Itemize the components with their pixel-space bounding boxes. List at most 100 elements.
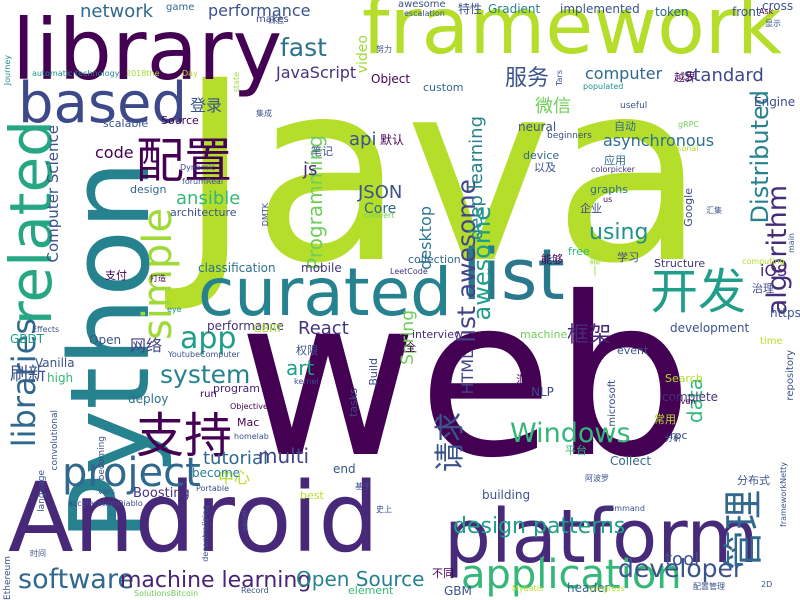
word-classification: classification xyxy=(198,261,276,275)
word-eye: eye xyxy=(167,305,182,314)
word-mobile: mobile xyxy=(301,261,342,275)
word-front: front xyxy=(732,5,761,19)
word-high: high xyxy=(47,371,74,385)
word-based: based xyxy=(18,71,188,136)
word-cjk-123: 最全 xyxy=(394,341,416,354)
word-awesome: awesome xyxy=(468,206,496,321)
word-cjk-128: 越界 xyxy=(674,71,696,84)
word-useful: useful xyxy=(620,101,648,111)
word-cjk-113: 常用 xyxy=(654,413,676,426)
word-time: time xyxy=(760,336,783,347)
word-cjk-24: 开发 xyxy=(650,264,747,320)
word-objective: Objective xyxy=(230,402,268,411)
word-cjk-120: 能够 xyxy=(541,253,563,266)
word-graphs: graphs xyxy=(590,183,628,196)
word-homelab: homelab xyxy=(234,432,269,441)
word-convert: convert xyxy=(364,211,395,220)
word-json: JSON xyxy=(358,182,403,203)
word-program: program xyxy=(213,382,260,395)
word-free: free xyxy=(568,245,590,258)
word-app: app xyxy=(180,321,237,356)
word-panel: panel xyxy=(240,510,249,533)
word-effects: Effects xyxy=(32,325,60,334)
word-cjk-121: 一款 xyxy=(589,254,602,276)
word-makes: makes xyxy=(256,14,289,25)
word-complete: complete xyxy=(662,390,719,404)
word-cjk-26: 支持 xyxy=(136,408,233,464)
word-best: best xyxy=(300,489,324,502)
word-ansible: ansible xyxy=(176,188,241,209)
word-gbdt: GBDT xyxy=(10,332,45,346)
word-repository: repository xyxy=(785,350,796,401)
word-beginners: beginners xyxy=(547,131,592,141)
word-react: React xyxy=(298,318,349,339)
word-structure: Structure xyxy=(654,257,706,270)
word-windows: Windows xyxy=(510,418,631,449)
word-gbrt: GBRT xyxy=(253,322,283,335)
word-cjk-115: 应用 xyxy=(604,154,626,167)
word-custom: custom xyxy=(423,81,464,94)
word-boosting: Boosting xyxy=(133,486,190,501)
word-cjk-59: 框架 xyxy=(567,323,612,348)
word-application: application xyxy=(461,552,682,598)
word-main: main xyxy=(787,233,796,253)
word-https: https xyxy=(770,306,800,320)
word-awesome: awesome xyxy=(398,0,446,10)
word-architecture: architecture xyxy=(170,206,237,219)
word-machine-learning: machine learning xyxy=(120,568,312,593)
word-engine: Engine xyxy=(754,95,796,109)
word-network: network xyxy=(80,1,154,22)
word-escalation: escalation xyxy=(404,9,445,18)
word-library: library xyxy=(12,1,283,99)
word-video: video xyxy=(355,35,371,74)
word-leetcode: LeetCode xyxy=(390,267,428,276)
word-solutionsbitcoin: SolutionsBitcoin xyxy=(134,589,199,598)
word-tasks: tasks xyxy=(347,388,360,417)
word-kernel: kernel xyxy=(294,377,319,386)
word-html: HTML xyxy=(458,350,477,395)
word-token: token xyxy=(655,5,689,19)
word-become: become xyxy=(192,466,241,480)
word-mybatis: Mybatis xyxy=(512,584,544,593)
word-fast: fast xyxy=(280,33,327,62)
word-computer: computer xyxy=(585,64,663,83)
word-cjk-60: 中心 xyxy=(218,468,251,487)
word-accelerationdiablo: accelerationDiablo xyxy=(68,499,143,508)
word-implemented: implemented xyxy=(560,2,640,16)
word-portable: Portable xyxy=(196,484,229,493)
word-rpc: rpc xyxy=(670,429,688,442)
word-record: Record xyxy=(241,586,269,595)
word-cjk-194: 基于 xyxy=(355,482,371,491)
word-tool: tool xyxy=(665,549,700,570)
word-language: language xyxy=(37,470,47,512)
word-ethereum: Ethereum xyxy=(3,556,13,600)
word-event: event xyxy=(617,344,649,357)
word-cjk-119: 学习 xyxy=(617,251,639,264)
word-cjk-110: 汇总 xyxy=(516,373,538,386)
word-journey: Journey xyxy=(3,55,12,86)
word-design: design xyxy=(130,183,167,196)
word-build: Build xyxy=(367,358,380,386)
word-element: element xyxy=(348,584,394,597)
word-cjk-124: 权限 xyxy=(296,344,318,357)
word-2018the: 2018the xyxy=(126,69,160,78)
word-scalable: scalable xyxy=(103,117,149,130)
word-cjk-191: 分析 xyxy=(665,434,681,443)
word-frameworknetty: frameworkNetty xyxy=(779,462,788,527)
word-becoming: becoming xyxy=(97,436,107,481)
word-convolutional: convolutional xyxy=(50,410,60,471)
word-cjk-49: 微信 xyxy=(535,96,571,117)
word-computer-science: Computer Science xyxy=(44,125,62,263)
word-collection: collection xyxy=(408,253,461,266)
word-cjk-185: 配置管理 xyxy=(693,582,725,591)
word-api: api xyxy=(349,129,377,150)
word-forumreal: forumReal xyxy=(182,177,224,186)
word-using: using xyxy=(589,220,649,245)
word-cjk-61: 刷新 xyxy=(10,364,46,385)
word-javascript: JavaScript xyxy=(276,63,357,82)
word-cjk-195: 时间 xyxy=(30,549,46,558)
word-cjk-48: 服务 xyxy=(505,66,550,91)
word-art: art xyxy=(286,356,315,380)
word-cjk-117: 自动 xyxy=(614,120,636,133)
word-web: web xyxy=(238,250,693,506)
